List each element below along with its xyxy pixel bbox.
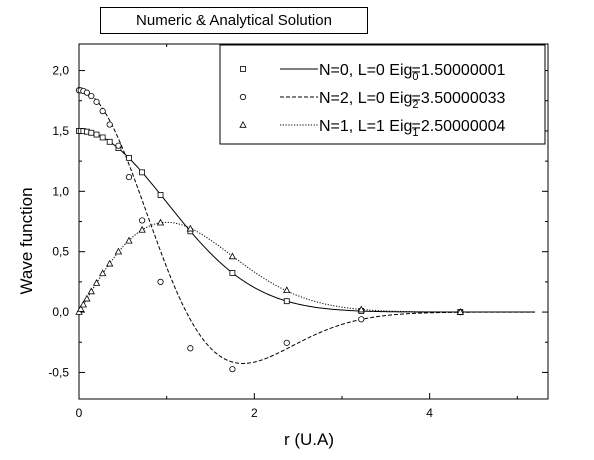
series-line-solid <box>78 130 535 313</box>
x-tick-label: 2 <box>251 406 258 420</box>
data-point-square <box>93 131 100 138</box>
y-tick-label: 1,0 <box>52 184 69 198</box>
data-point-triangle <box>283 286 291 294</box>
y-axis-label: Wave function <box>17 187 36 294</box>
data-point-triangle <box>77 305 85 312</box>
data-point-triangle <box>98 269 107 277</box>
legend-marker-circle <box>239 93 247 101</box>
series-line-dashed <box>78 89 535 364</box>
y-tick-label: -0,5 <box>48 365 69 379</box>
data-point-circle <box>187 345 194 352</box>
data-point-circle <box>358 316 365 323</box>
data-point-circle <box>157 278 164 285</box>
data-point-circle <box>88 92 95 100</box>
data-point-square <box>229 270 236 276</box>
data-point-triangle <box>228 252 237 260</box>
data-point-circle <box>283 339 290 346</box>
legend-box <box>219 44 546 145</box>
legend-marker-square <box>240 66 246 72</box>
legend: N=0, L=0 Eig0=1.50000001 N=2, L=0 Eig2=3.… <box>219 44 546 145</box>
x-tick-label: 4 <box>426 406 433 420</box>
x-axis-label: r (U.A) <box>284 430 334 449</box>
data-point-circle <box>99 108 106 115</box>
data-point-circle <box>115 142 122 149</box>
data-point-circle <box>229 366 236 373</box>
data-point-square <box>157 192 164 198</box>
series-line-dotted <box>78 221 535 313</box>
legend-marker-triangle <box>239 120 247 128</box>
data-point-triangle <box>92 279 101 286</box>
legend-label: N=2, L=0 Eig2=3.50000033 <box>319 90 506 111</box>
data-point-triangle <box>114 247 123 255</box>
y-tick-label: 0,0 <box>52 305 69 319</box>
data-point-triangle <box>79 300 88 308</box>
data-point-circle <box>93 98 100 105</box>
data-point-triangle <box>456 308 465 315</box>
data-point-triangle <box>125 236 133 244</box>
data-point-triangle <box>156 218 165 226</box>
numeric-markers <box>75 87 465 373</box>
data-point-square <box>99 134 106 141</box>
data-point-triangle <box>138 225 146 233</box>
y-tick-label: 1,5 <box>52 124 69 138</box>
data-point-triangle <box>83 294 91 302</box>
data-point-circle <box>139 217 146 224</box>
data-point-circle <box>83 89 90 96</box>
y-tick-label: 0,5 <box>52 245 69 259</box>
data-point-square <box>106 138 113 145</box>
y-tick-label: 2,0 <box>52 64 69 78</box>
data-point-square <box>88 129 95 136</box>
data-point-triangle <box>106 259 114 267</box>
data-point-square <box>139 169 146 176</box>
data-point-triangle <box>186 224 195 232</box>
data-point-triangle <box>357 305 365 313</box>
data-point-circle <box>125 173 133 181</box>
data-point-square <box>126 154 132 161</box>
legend-label: N=0, L=0 Eig0=1.50000001 <box>319 62 506 83</box>
legend-label: N=1, L=1 Eig1=2.50000004 <box>319 118 506 139</box>
x-tick-label: 0 <box>76 406 83 420</box>
data-point-triangle <box>87 287 95 295</box>
data-point-circle <box>106 121 113 128</box>
chart-title: Numeric & Analytical Solution <box>100 7 368 34</box>
data-point-square <box>283 298 290 305</box>
